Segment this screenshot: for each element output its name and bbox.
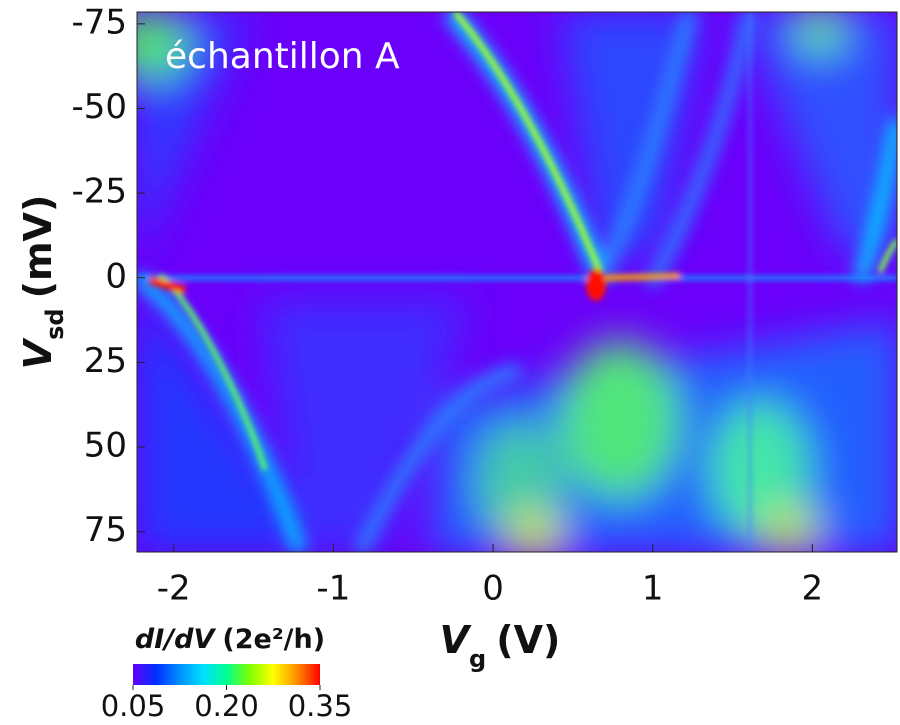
y-axis-label: Vsd (mV) [16, 195, 70, 370]
heatmap [137, 12, 897, 552]
colorbar-tick-label: 0.05 [101, 689, 166, 723]
x-axis-label: Vg (V) [440, 618, 561, 674]
y-tick-label: 25 [84, 341, 127, 381]
plot-frame [136, 11, 898, 553]
colorbar [133, 664, 320, 685]
x-tick-label: -2 [157, 569, 191, 609]
y-tick-label: -75 [71, 2, 127, 42]
y-tick-label: -25 [71, 172, 127, 212]
x-label-subscript: g [469, 645, 486, 673]
x-tick-label: 1 [642, 569, 664, 609]
colorbar-unit: (2e²/h) [222, 624, 325, 655]
y-label-unit: (mV) [16, 195, 60, 299]
colorbar-label: dI/dV (2e²/h) [135, 624, 325, 655]
x-tick-label: 2 [802, 569, 824, 609]
y-tick-label: 0 [105, 256, 127, 296]
x-label-unit: (V) [496, 618, 560, 662]
colorbar-quantity: dI/dV [135, 624, 217, 655]
x-label-symbol: V [440, 618, 472, 662]
annotation: échantillon A [165, 36, 400, 77]
y-label-subscript: sd [41, 308, 69, 339]
colorbar-tick-label: 0.35 [288, 689, 353, 723]
y-label-symbol: V [16, 337, 60, 369]
y-tick-label: -50 [71, 87, 127, 127]
colorbar-tick-label: 0.20 [194, 689, 259, 723]
y-tick-label: 75 [84, 510, 127, 550]
x-tick-label: -1 [316, 569, 350, 609]
x-tick-label: 0 [482, 569, 504, 609]
y-tick-label: 50 [84, 426, 127, 466]
